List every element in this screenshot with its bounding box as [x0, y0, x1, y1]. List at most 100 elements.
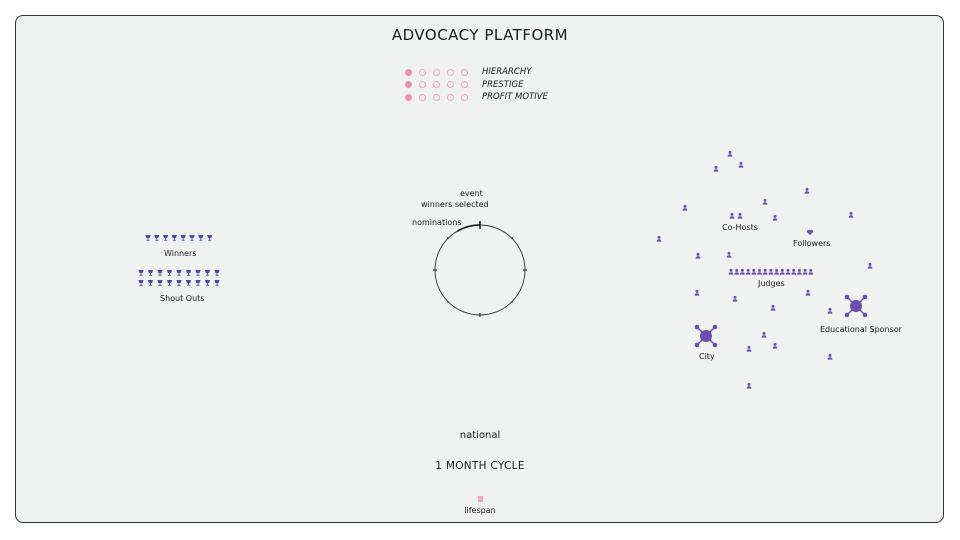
trophy-icon [176, 270, 182, 276]
cycle-length-label: 1 MONTH CYCLE [435, 460, 525, 472]
rating-dot-empty [461, 68, 468, 76]
trophy-icon [166, 270, 173, 276]
rating-dot-empty [447, 93, 454, 101]
person-icon [770, 304, 776, 311]
followers-label: Followers [793, 239, 831, 248]
winners-selected-label: winners selected [421, 200, 489, 209]
page-title: ADVOCACY PLATFORM [391, 26, 569, 44]
trophy-icon [204, 270, 211, 276]
shout-outs-label: Shout Outs [160, 294, 205, 303]
person-icon [727, 150, 733, 157]
trophy-icon [185, 270, 192, 276]
judge-icon [802, 268, 808, 275]
scope-label: national [459, 430, 501, 441]
rating-dot-empty [419, 81, 426, 89]
trophy-icon [180, 235, 186, 241]
person-icon [737, 212, 743, 219]
trophy-icon [157, 270, 163, 276]
trophy-icon [204, 280, 211, 286]
judge-icon [751, 268, 757, 275]
rating-dot-empty [461, 81, 468, 89]
nominations-arc [457, 224, 481, 232]
trophy-icon [166, 280, 173, 286]
trophy-icon [214, 280, 220, 286]
judges-label: Judges [758, 279, 785, 288]
cycle-ticks [433, 222, 527, 317]
trophy-icon [195, 270, 201, 276]
rating-dot-filled [405, 93, 412, 101]
judge-icon [808, 268, 814, 275]
person-icon [804, 187, 810, 194]
trophy-icon [138, 270, 144, 276]
rating-dot-empty [433, 93, 440, 101]
rating-dot-empty [447, 81, 454, 89]
educational-sponsor-label: Educational Sponsor [820, 325, 902, 334]
judge-icon [779, 268, 785, 275]
educational-sponsor-hub-icon [844, 294, 868, 318]
person-icon [726, 251, 732, 258]
trophy-icon [176, 280, 182, 286]
winners-label: Winners [164, 249, 197, 258]
person-icon [738, 161, 744, 168]
person-icon [694, 289, 700, 296]
person-icon [746, 345, 752, 352]
lifespan-label: lifespan [464, 506, 496, 515]
judge-icon [762, 268, 768, 275]
trophy-icon [147, 280, 154, 286]
rating-dot-empty [447, 68, 454, 76]
judge-icon [728, 268, 734, 275]
trophy-icon [157, 280, 163, 286]
trophy-icon [198, 235, 204, 241]
person-icon [761, 331, 767, 338]
judge-icon [797, 268, 802, 275]
city-label: City [699, 352, 715, 361]
person-icon [772, 214, 778, 221]
rating-dot-empty [419, 68, 426, 76]
person-icon [695, 252, 701, 259]
main-frame [15, 15, 944, 523]
event-label: event [460, 189, 483, 198]
person-icon [682, 204, 688, 211]
person-icon [805, 289, 811, 296]
judge-icon [734, 268, 740, 275]
trophy-icon [154, 235, 160, 241]
person-icon [827, 353, 833, 360]
trophy-icon [189, 235, 195, 241]
rating-dot-empty [433, 68, 440, 76]
legend-label: PRESTIGE [482, 79, 524, 90]
trophy-icon [195, 280, 201, 286]
person-icon [762, 198, 768, 205]
person-icon [867, 262, 873, 269]
person-icon [772, 342, 778, 349]
rating-dot-filled [405, 81, 412, 89]
lifespan-marker [478, 496, 483, 502]
icon-layer [138, 150, 873, 502]
judge-icon [774, 268, 779, 275]
nominations-label: nominations [412, 218, 462, 227]
cohosts-label: Co-Hosts [722, 223, 758, 232]
rating-dots [405, 68, 475, 76]
legend-label: PROFIT MOTIVE [482, 92, 548, 103]
rating-dots [405, 81, 475, 89]
rating-dot-empty [433, 81, 440, 89]
person-icon [848, 211, 854, 218]
legend-row-prestige: PRESTIGE [405, 79, 548, 92]
heart-icon [806, 229, 814, 235]
trophy-icon [185, 280, 192, 286]
judge-icon [745, 268, 751, 275]
legend-label: HIERARCHY [482, 67, 532, 78]
judge-icon [785, 268, 791, 275]
person-icon [827, 307, 833, 314]
legend: HIERARCHY PRESTIGE PROFIT MOTIVE [405, 66, 548, 104]
legend-row-hierarchy: HIERARCHY [405, 66, 548, 79]
city-hub-icon [694, 324, 718, 348]
person-icon [746, 382, 752, 389]
person-icon [732, 295, 738, 302]
trophy-icon [138, 280, 144, 286]
trophy-icon [145, 235, 151, 241]
rating-dots [405, 93, 475, 101]
judge-icon [768, 268, 774, 275]
judge-icon [757, 268, 762, 275]
trophy-icon [147, 270, 154, 276]
trophy-icon [171, 235, 177, 241]
